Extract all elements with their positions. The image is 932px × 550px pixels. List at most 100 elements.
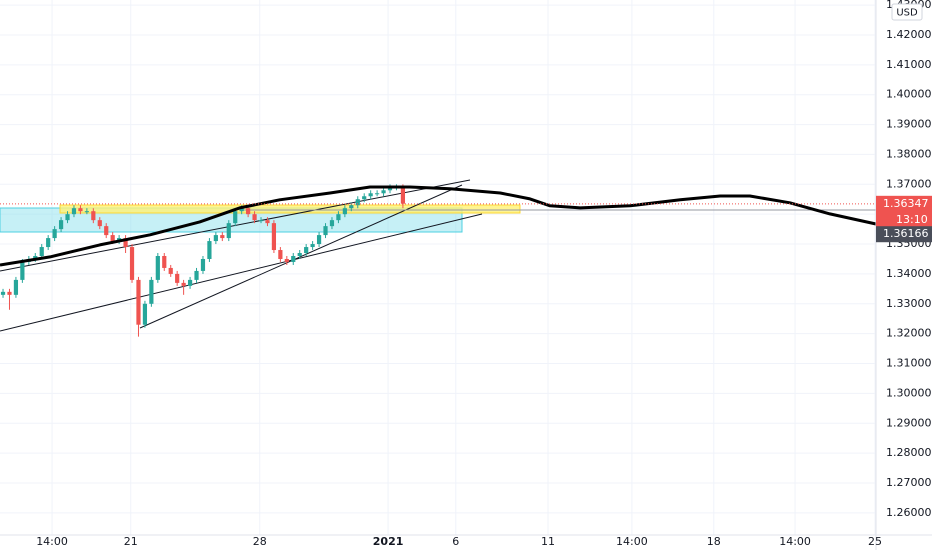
candle-body <box>291 255 296 262</box>
moving-average <box>0 185 877 267</box>
x-tick-label: 21 <box>124 535 138 548</box>
candle-body <box>181 282 186 286</box>
candle-body <box>39 247 44 256</box>
x-tick-label: 6 <box>452 535 459 548</box>
last-price-box <box>876 195 932 228</box>
candle-body <box>342 208 347 215</box>
candle-body <box>0 291 6 295</box>
plot <box>0 184 877 337</box>
candle-body <box>368 193 373 197</box>
currency-badge <box>891 3 923 21</box>
x-tick-label: 2021 <box>373 535 404 548</box>
candle-body <box>258 220 264 222</box>
candle-body <box>239 208 244 212</box>
candle-body <box>33 255 38 259</box>
x-tick-label: 11 <box>541 535 555 548</box>
candle-body <box>175 273 180 283</box>
candle-body <box>129 247 135 280</box>
x-tick-label: 14:00 <box>779 535 811 548</box>
candle-body <box>71 208 77 215</box>
candle-body <box>278 250 283 259</box>
y-tick-label: 1.33000 <box>886 297 932 310</box>
resistance-zone <box>59 204 521 214</box>
candle-body <box>304 247 309 254</box>
candle-body <box>104 226 109 236</box>
candle-body <box>336 214 341 221</box>
candle-body <box>207 241 212 259</box>
candle-body <box>284 258 289 262</box>
candle-body <box>168 267 173 274</box>
candle-body <box>381 190 386 194</box>
candle-body <box>91 211 96 221</box>
candle-body <box>20 261 25 280</box>
candle-body <box>46 238 51 248</box>
candle-body <box>78 208 83 212</box>
candle-body <box>155 255 160 280</box>
candle-body <box>136 279 141 325</box>
candle-body <box>271 223 277 251</box>
grid <box>0 0 876 535</box>
y-tick-label: 1.27000 <box>886 476 932 489</box>
candle-body <box>213 235 218 242</box>
candle-body <box>200 258 206 271</box>
candle-body <box>162 255 167 268</box>
candle-body <box>310 244 315 248</box>
trend-line <box>139 184 463 329</box>
y-tick-label: 1.37000 <box>886 177 932 190</box>
y-tick-label: 1.41000 <box>886 58 932 71</box>
candle-body <box>316 235 322 245</box>
candle-body <box>349 205 354 209</box>
y-tick-label: 1.34000 <box>886 267 932 280</box>
candle-body <box>246 208 251 215</box>
candle-body <box>187 279 193 286</box>
candle-body <box>220 235 225 239</box>
y-tick-label: 1.31000 <box>886 357 932 370</box>
y-tick-label: 1.26000 <box>886 506 932 519</box>
y-tick-label: 1.29000 <box>886 416 932 429</box>
candle-body <box>265 220 270 224</box>
trend-line <box>0 213 483 332</box>
countdown: 13:10 <box>896 213 928 226</box>
candle-body <box>149 279 154 304</box>
candle-body <box>97 220 102 227</box>
candle-body <box>375 193 380 195</box>
candle-body <box>226 223 231 239</box>
y-tick-label: 1.32000 <box>886 327 932 340</box>
candle-body <box>194 270 199 280</box>
x-tick-label: 28 <box>253 535 267 548</box>
x-tick-label: 14:00 <box>616 535 648 548</box>
y-tick-label: 1.38000 <box>886 147 932 160</box>
candle-body <box>252 214 257 221</box>
currency: USD <box>896 8 918 19</box>
candle-body <box>52 229 57 239</box>
candle-body <box>355 199 360 206</box>
candle-body <box>323 226 328 236</box>
x-tick-label: 14:00 <box>36 535 68 548</box>
candle-body <box>84 211 89 213</box>
y-tick-label: 1.30000 <box>886 386 932 399</box>
candle-body <box>65 214 70 221</box>
candle-body <box>110 235 115 242</box>
candle-body <box>233 211 238 224</box>
axes: 1.26000 1.27000 1.28000 1.29000 1.30000 1.310… <box>36 0 932 548</box>
candle-body <box>362 196 367 200</box>
candle-body <box>7 291 12 295</box>
candle-body <box>329 220 335 227</box>
y-tick-label: 1.40000 <box>886 88 932 101</box>
reference-price-box <box>876 226 932 243</box>
y-tick-label: 1.42000 <box>886 28 932 41</box>
candle-body <box>387 187 393 191</box>
y-tick-label: 1.28000 <box>886 446 932 459</box>
candle-body <box>58 220 64 230</box>
candle-body <box>297 253 302 256</box>
candle-body <box>123 238 128 248</box>
y-tick-label: 1.39000 <box>886 118 932 131</box>
candle-body <box>142 303 148 325</box>
candle-body <box>400 187 406 204</box>
candle-body <box>13 279 19 295</box>
x-tick-label: 25 <box>868 535 882 548</box>
reference-price-label: 1.36166 <box>883 227 929 240</box>
last-price-label: 1.36347 <box>883 197 929 210</box>
